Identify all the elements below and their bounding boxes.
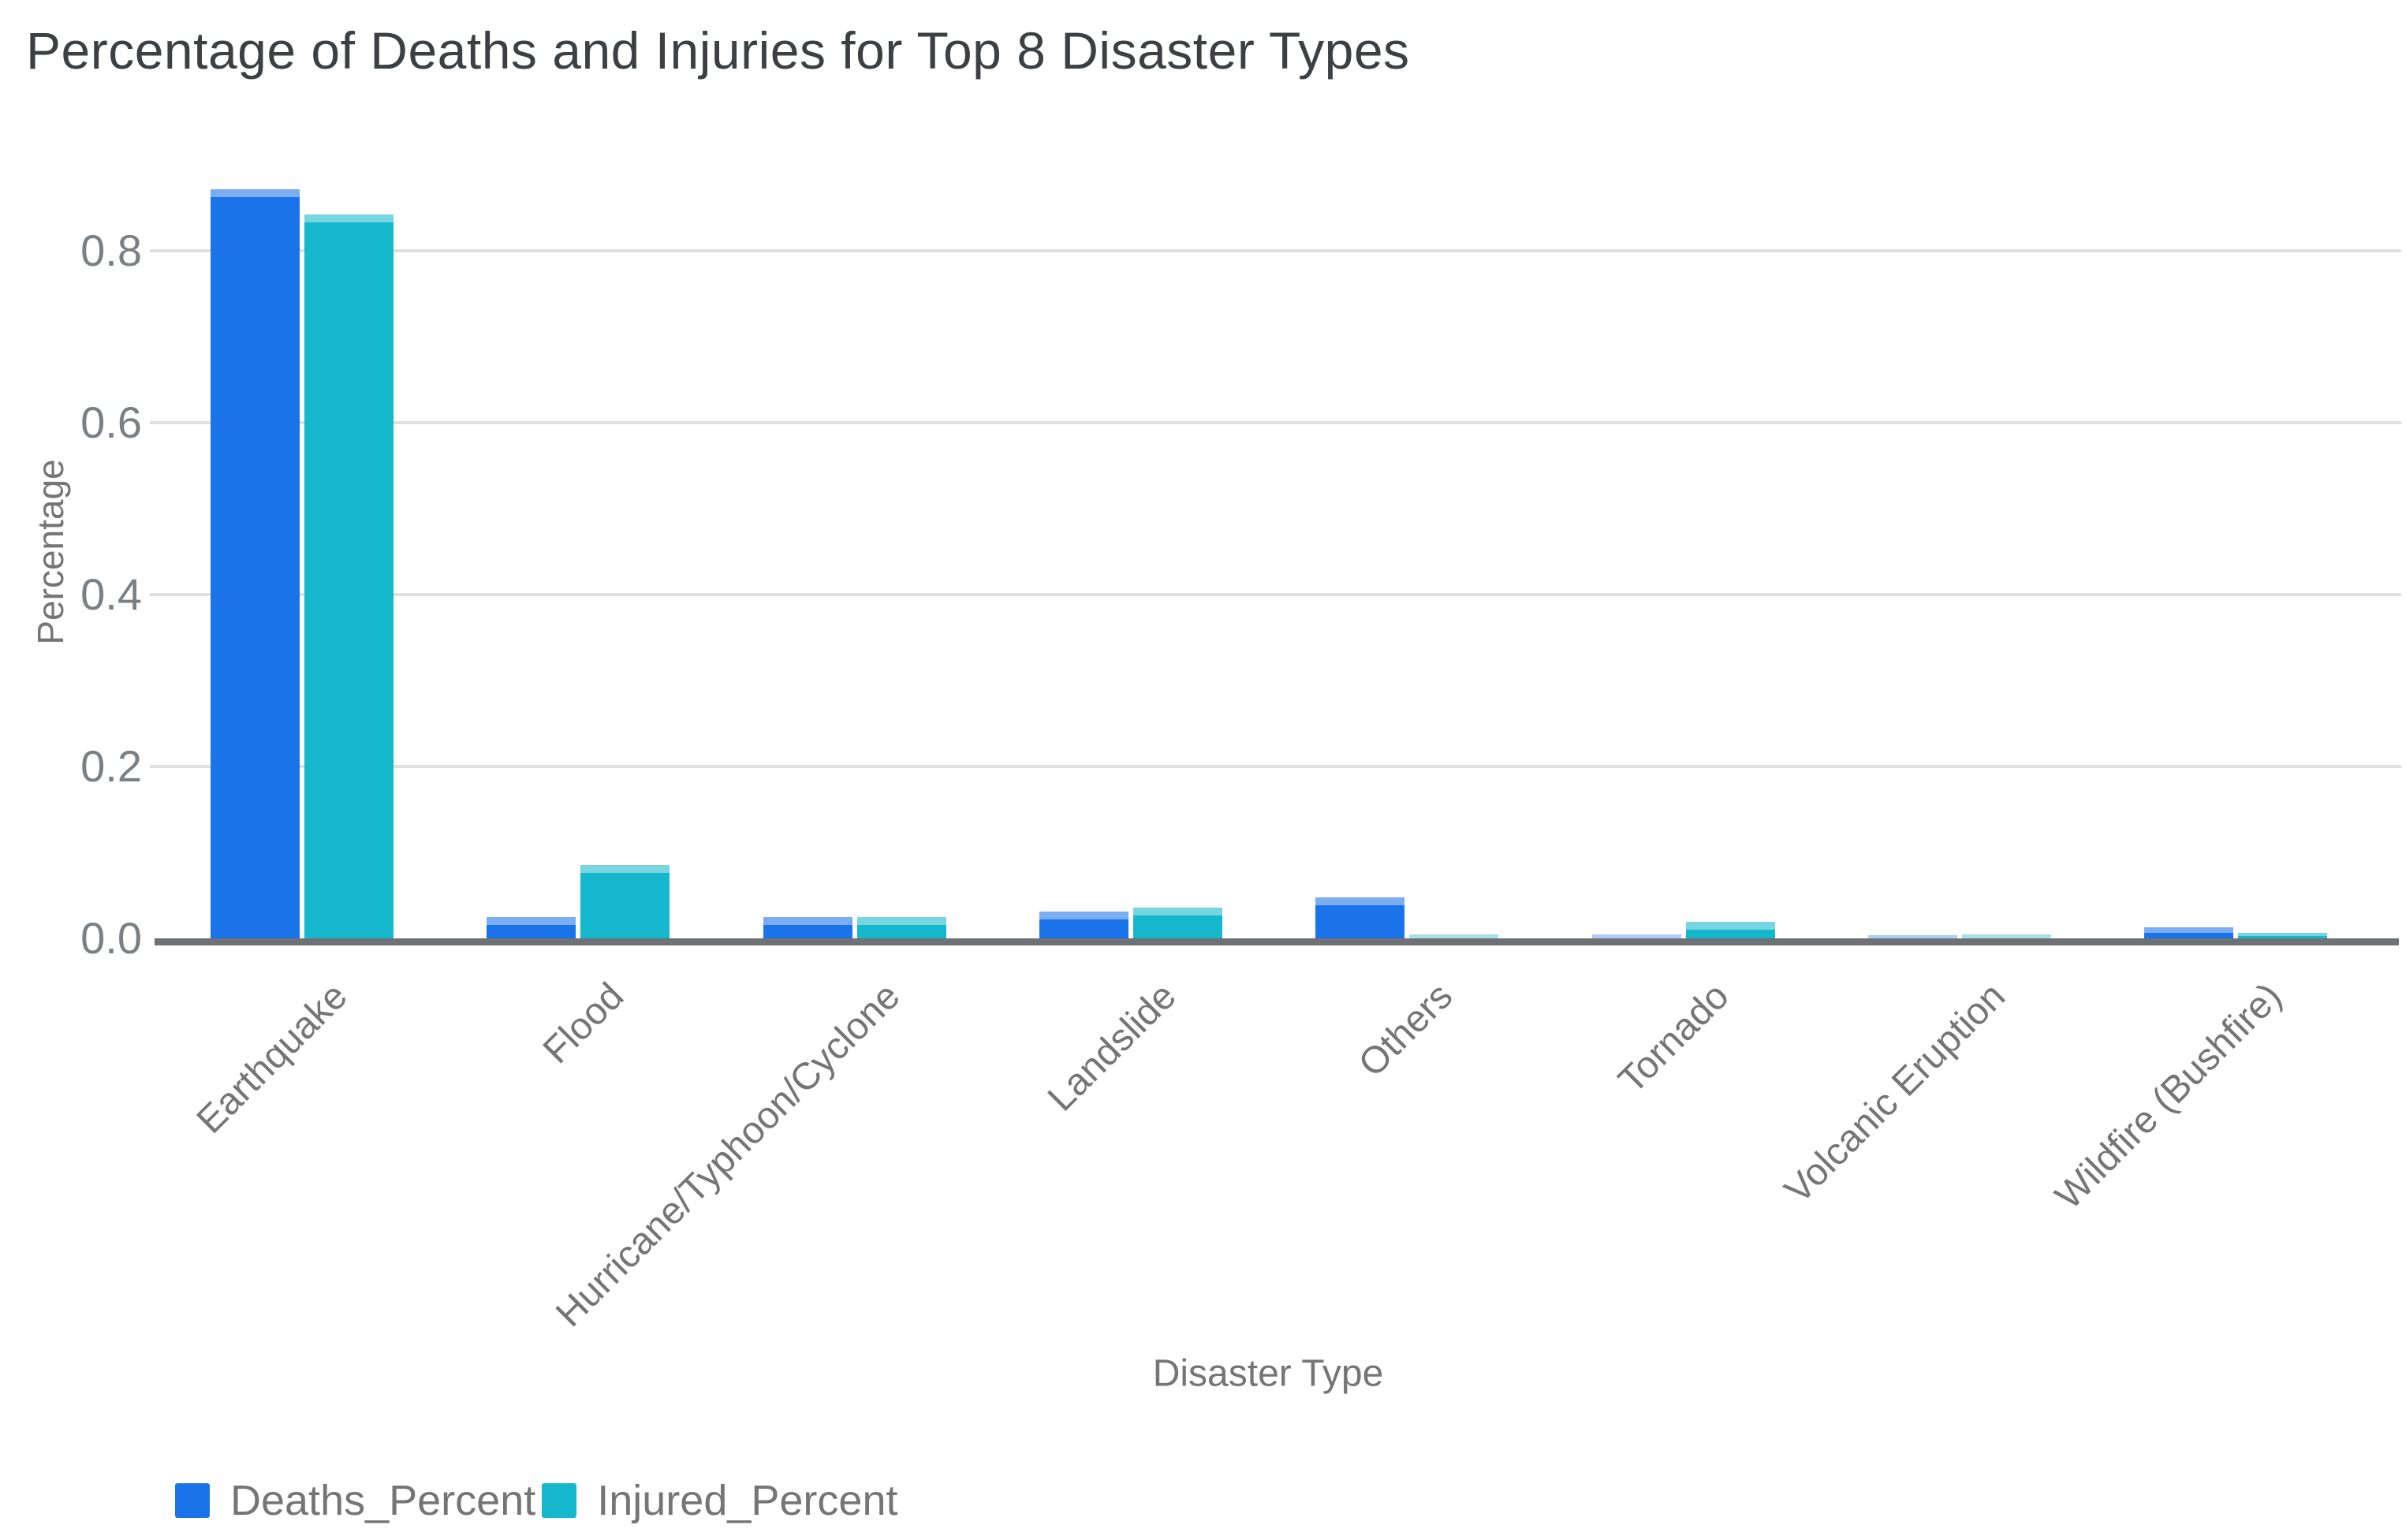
bar-injured_percent-landslide[interactable] (1132, 908, 1222, 938)
bar-injured_percent-others[interactable] (1409, 934, 1499, 938)
legend-swatch-deaths-percent (175, 1483, 210, 1518)
x-axis-title: Disaster Type (1152, 1352, 1384, 1395)
bar-highlight-cap (763, 917, 852, 925)
x-tick-label-others: Others (1351, 975, 1461, 1086)
bar-highlight-cap (1132, 908, 1222, 915)
bar-highlight-cap (304, 214, 394, 222)
bar-injured_percent-hurricane-typhoon-cyclone[interactable] (856, 917, 946, 938)
legend-label-deaths-percent: Deaths_Percent (230, 1477, 536, 1524)
x-tick-label-earthquake: Earthquake (189, 975, 356, 1142)
bar-deaths_percent-earthquake[interactable] (211, 189, 300, 938)
gridline-0.2 (150, 765, 2401, 768)
bar-deaths_percent-wildfire-bushfire[interactable] (2144, 927, 2234, 938)
x-tick-label-landslide: Landslide (1040, 975, 1185, 1120)
legend-label-injured-percent: Injured_Percent (597, 1477, 898, 1524)
x-tick-label-tornado: Tornado (1610, 975, 1737, 1102)
bar-highlight-cap (856, 917, 946, 925)
bar-injured_percent-earthquake[interactable] (304, 214, 394, 938)
bar-deaths_percent-hurricane-typhoon-cyclone[interactable] (763, 917, 852, 938)
bar-injured_percent-volcanic-eruption[interactable] (1961, 934, 2051, 938)
bar-injured_percent-wildfire-bushfire[interactable] (2238, 933, 2328, 938)
bar-highlight-cap (1685, 922, 1775, 930)
bar-highlight-cap (1315, 897, 1405, 905)
chart-title: Percentage of Deaths and Injuries for To… (26, 21, 1410, 80)
bar-injured_percent-flood[interactable] (580, 865, 670, 938)
bar-highlight-cap (487, 917, 576, 925)
x-tick-label-volcanic-eruption: Volcanic Eruption (1777, 975, 2013, 1212)
bar-deaths_percent-volcanic-eruption[interactable] (1867, 935, 1957, 938)
x-tick-label-wildfire-bushfire: Wildfire (Bushfire) (2047, 975, 2290, 1217)
bar-highlight-cap (2238, 933, 2328, 936)
gridline-0.8 (150, 249, 2401, 252)
bar-deaths_percent-tornado[interactable] (1591, 934, 1681, 938)
chart-legend: Deaths_Percent Injured_Percent (175, 1476, 897, 1525)
legend-item-deaths-percent[interactable]: Deaths_Percent (175, 1476, 535, 1525)
bar-deaths_percent-flood[interactable] (487, 917, 576, 938)
bar-deaths_percent-landslide[interactable] (1039, 912, 1128, 938)
bar-injured_percent-tornado[interactable] (1685, 922, 1775, 938)
y-tick-label-0.8: 0.8 (80, 226, 142, 275)
bar-deaths_percent-others[interactable] (1315, 897, 1405, 938)
y-tick-label-0.0: 0.0 (80, 913, 142, 963)
gridline-0.6 (150, 421, 2401, 424)
bar-highlight-cap (211, 189, 300, 197)
y-axis-title: Percentage (30, 459, 71, 645)
y-tick-label-0.2: 0.2 (80, 741, 142, 791)
bar-highlight-cap (580, 865, 670, 873)
bar-highlight-cap (2144, 927, 2234, 933)
y-tick-label-0.4: 0.4 (80, 569, 142, 619)
x-tick-label-flood: Flood (535, 975, 632, 1072)
y-tick-label-0.6: 0.6 (80, 397, 142, 447)
legend-item-injured-percent[interactable]: Injured_Percent (542, 1476, 897, 1525)
x-axis-line (155, 938, 2399, 945)
legend-swatch-injured-percent (542, 1483, 577, 1518)
gridline-0.4 (150, 593, 2401, 596)
bar-highlight-cap (1039, 912, 1128, 919)
